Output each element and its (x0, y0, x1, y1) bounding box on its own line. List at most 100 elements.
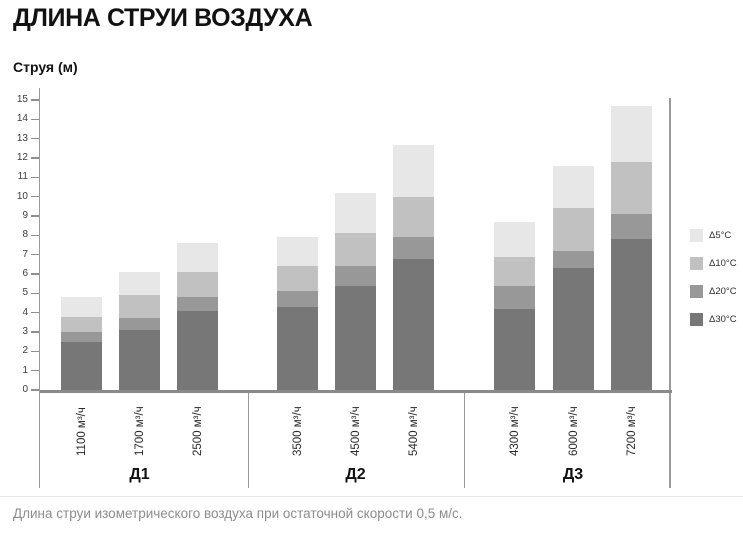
legend-item: Δ30°C (690, 313, 737, 326)
bar-segment (611, 214, 652, 240)
x-tick-label: 1100 м³/ч (75, 407, 88, 456)
y-tick (30, 292, 39, 295)
x-tick-label: 2500 м³/ч (191, 406, 204, 456)
y-tick (30, 234, 39, 237)
chart-legend: Δ5°C Δ10°C Δ20°C Δ30°C (690, 229, 737, 341)
y-tick (30, 157, 39, 159)
x-tick-label: 6000 м³/ч (567, 406, 580, 456)
y-tick-label: 4 (22, 306, 28, 318)
bar-segment (277, 237, 318, 267)
y-tick (30, 99, 39, 101)
group-separator (464, 392, 465, 488)
legend-label: Δ10°C (709, 258, 737, 269)
bar-segment (177, 310, 218, 390)
y-tick-label: 10 (16, 190, 28, 202)
bar-segment (611, 239, 652, 390)
group-separator (248, 392, 249, 488)
plot-right-border (669, 98, 671, 488)
y-axis-line (38, 88, 40, 488)
y-tick-label: 6 (22, 268, 28, 280)
legend-swatch (690, 285, 703, 298)
bar-segment (61, 332, 102, 342)
y-tick (30, 195, 39, 198)
bar-segment (335, 266, 376, 286)
bar-segment (494, 285, 535, 309)
legend-label: Δ30°C (709, 314, 737, 325)
bar-segment (553, 268, 594, 390)
y-tick-label: 15 (16, 94, 28, 106)
x-tick-label: 5400 м³/ч (407, 406, 420, 456)
legend-swatch (690, 313, 703, 326)
legend-item: Δ10°C (690, 257, 737, 270)
y-tick-label: 11 (17, 171, 28, 183)
y-tick-label: 12 (16, 152, 28, 164)
legend-label: Δ5°C (709, 230, 732, 241)
y-tick (30, 215, 39, 217)
bar-segment (494, 256, 535, 286)
bar-segment (335, 192, 376, 234)
y-tick-label: 2 (22, 345, 28, 357)
y-tick (30, 118, 39, 121)
group-label: Д1 (129, 466, 150, 483)
page-title: ДЛИНА СТРУИ ВОЗДУХА (13, 4, 313, 32)
y-tick (30, 389, 39, 391)
y-tick (30, 253, 39, 256)
bar-segment (61, 297, 102, 317)
group-label: Д3 (562, 466, 584, 483)
y-tick-label: 5 (22, 287, 28, 299)
y-tick-label: 3 (22, 326, 28, 337)
legend-label: Δ20°C (709, 286, 737, 297)
legend-swatch (690, 229, 703, 242)
y-tick (30, 273, 39, 275)
bar-segment (611, 161, 652, 215)
x-tick-label: 4500 м³/ч (349, 406, 362, 456)
y-tick-label: 0 (22, 384, 28, 395)
caption-divider (0, 496, 743, 497)
y-tick (30, 176, 39, 179)
bar-segment (494, 308, 535, 390)
bar-segment (393, 237, 434, 259)
y-tick-label: 1 (22, 364, 28, 376)
bar-segment (393, 144, 434, 197)
legend-swatch (690, 257, 703, 270)
bar-segment (177, 272, 218, 298)
bar-segment (61, 341, 102, 390)
bar-segment (494, 221, 535, 257)
bar-segment (277, 266, 318, 292)
chart-caption: Длина струи изометрического воздуха при … (13, 506, 463, 521)
bar-segment (611, 105, 652, 162)
y-tick-label: 13 (16, 132, 28, 144)
bar-segment (553, 208, 594, 251)
y-tick (30, 369, 39, 372)
y-tick (30, 311, 39, 314)
bar-segment (335, 233, 376, 267)
bar-segment (119, 318, 160, 331)
bar-segment (119, 272, 160, 296)
bar-segment (177, 243, 218, 273)
bar-segment (553, 250, 594, 269)
bar-segment (393, 196, 434, 238)
bar-segment (335, 285, 376, 390)
bar-segment (277, 291, 318, 307)
bar-segment (61, 316, 102, 332)
y-tick-label: 9 (22, 210, 28, 222)
bar-segment (119, 295, 160, 319)
bar-segment (553, 165, 594, 209)
x-axis-line (40, 390, 672, 393)
x-tick-label: 1700 м³/ч (133, 406, 146, 456)
legend-item: Δ5°C (690, 229, 737, 242)
x-tick-label: 4300 м³/ч (508, 406, 521, 456)
y-tick (30, 350, 39, 353)
y-tick-label: 7 (22, 248, 28, 260)
y-tick-label: 8 (22, 229, 28, 241)
x-tick-label: 7200 м³/ч (625, 406, 638, 456)
x-tick-label: 3500 м³/ч (291, 406, 304, 456)
y-tick (30, 331, 39, 333)
bar-segment (177, 297, 218, 311)
group-label: Д2 (345, 466, 366, 483)
bar-segment (393, 258, 434, 390)
bar-segment (277, 306, 318, 390)
bar-segment (119, 330, 160, 390)
y-axis-title: Струя (м) (13, 59, 78, 75)
